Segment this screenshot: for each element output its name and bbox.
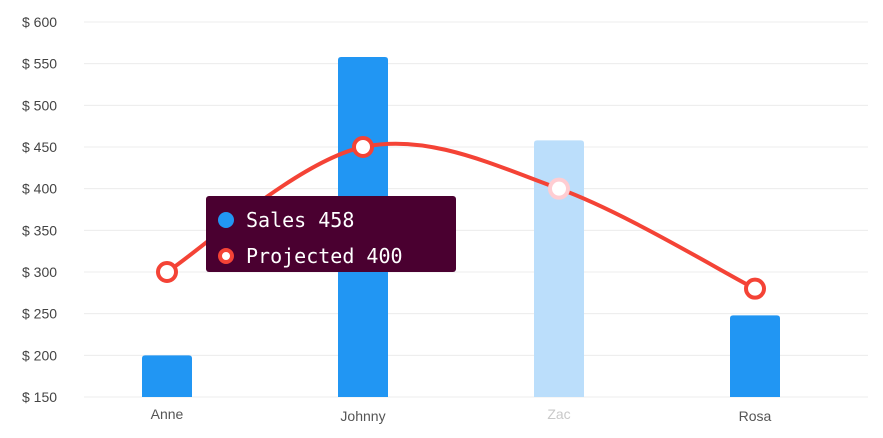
y-tick-label: $ 150 <box>22 389 57 405</box>
y-tick-label: $ 350 <box>22 222 57 238</box>
projected-point[interactable] <box>352 136 374 158</box>
tooltip-sales-value: 458 <box>318 208 355 232</box>
y-tick-label: $ 200 <box>22 347 57 363</box>
y-tick-label: $ 550 <box>22 56 57 72</box>
y-tick-label: $ 400 <box>22 181 57 197</box>
projected-point[interactable] <box>548 177 570 200</box>
projected-point[interactable] <box>744 277 766 300</box>
tooltip-row-projected: Projected 400 <box>206 238 456 274</box>
x-axis: Anne Johnny Zac Rosa <box>151 406 772 424</box>
y-tick-label: $ 600 <box>22 14 57 30</box>
tooltip-projected-label: Projected <box>246 244 355 268</box>
x-tick-label: Johnny <box>340 408 385 424</box>
tooltip-projected-value: 400 <box>366 244 403 268</box>
y-axis: $ 150 $ 200 $ 250 $ 300 $ 350 $ 400 $ 450 $ 500… <box>22 14 57 405</box>
tooltip: Sales 458 Projected 400 <box>206 196 456 272</box>
y-tick-label: $ 450 <box>22 139 57 155</box>
projected-marker-icon <box>218 248 234 264</box>
tooltip-row-sales: Sales 458 <box>206 202 456 238</box>
projected-point[interactable] <box>156 261 178 283</box>
tooltip-sales-label: Sales <box>246 208 307 232</box>
sales-marker-icon <box>218 212 234 228</box>
x-tick-label: Zac <box>547 406 570 422</box>
grid-lines <box>84 21 868 398</box>
sales-bar[interactable] <box>142 355 192 397</box>
sales-bar[interactable] <box>730 315 780 397</box>
x-tick-label: Rosa <box>739 408 772 424</box>
y-tick-label: $ 500 <box>22 97 57 113</box>
y-tick-label: $ 300 <box>22 264 57 280</box>
sales-bar[interactable] <box>534 140 584 398</box>
y-tick-label: $ 250 <box>22 306 57 322</box>
x-tick-label: Anne <box>151 406 184 422</box>
